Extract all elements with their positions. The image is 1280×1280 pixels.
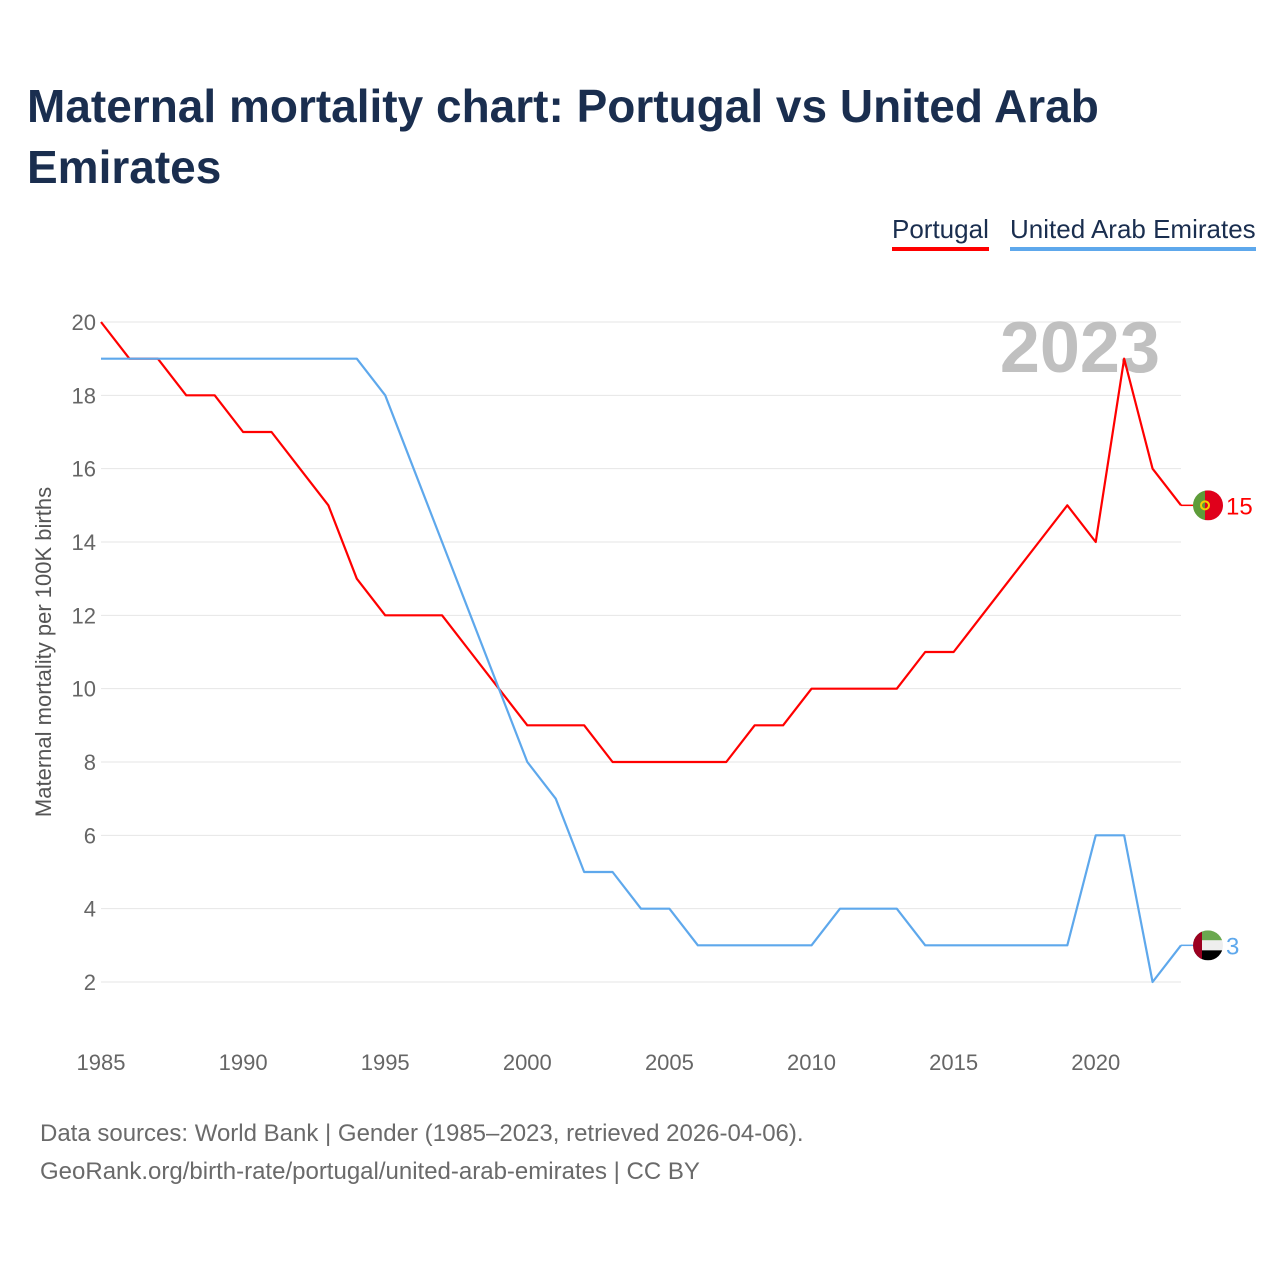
y-tick-label: 16: [72, 457, 96, 482]
y-tick-label: 10: [72, 677, 96, 702]
x-tick-label: 1990: [219, 1050, 268, 1075]
series-line-uae: [101, 357, 1182, 984]
flag-black: [1193, 950, 1223, 961]
chart-title: Maternal mortality chart: Portugal vs Un…: [27, 80, 1099, 193]
x-tick-label: 2000: [503, 1050, 552, 1075]
legend-uae[interactable]: United Arab Emirates: [1010, 214, 1256, 251]
series-line-portugal: [100, 321, 1182, 764]
year-watermark: 2023: [1000, 308, 1160, 388]
y-tick-label: 2: [84, 970, 96, 995]
flag-body: [1193, 490, 1223, 521]
flag-red: [1205, 490, 1223, 521]
y-tick-label: 8: [84, 750, 96, 775]
y-tick-label: 12: [72, 603, 96, 628]
x-tick-label: 1985: [77, 1050, 126, 1075]
y-tick-label: 4: [84, 897, 96, 922]
flag-white: [1193, 940, 1223, 951]
x-tick-label: 2015: [929, 1050, 978, 1075]
footer-link[interactable]: GeoRank.org/birth-rate/portugal/united-a…: [40, 1158, 700, 1185]
flag-body: [1193, 930, 1223, 961]
y-axis-label: Maternal mortality per 100K births: [31, 487, 56, 817]
y-tick-label: 20: [72, 310, 96, 335]
flag-emblem: [1200, 500, 1210, 511]
x-tick-label: 1995: [361, 1050, 410, 1075]
uae-flag-icon: [1193, 930, 1223, 961]
legend-portugal[interactable]: Portugal: [892, 214, 989, 251]
footer-source: Data sources: World Bank | Gender (1985–…: [40, 1120, 804, 1147]
portugal-flag-icon: [1193, 490, 1223, 521]
x-tick-label: 2010: [787, 1050, 836, 1075]
end-value-label: 15: [1226, 493, 1253, 520]
flag-red: [1193, 930, 1202, 961]
y-tick-label: 6: [84, 823, 96, 848]
flag-green: [1193, 490, 1205, 521]
flag-green: [1193, 930, 1223, 941]
y-tick-label: 18: [72, 383, 96, 408]
x-tick-label: 2020: [1071, 1050, 1120, 1075]
end-value-label: 3: [1226, 933, 1239, 960]
y-tick-label: 14: [72, 530, 96, 555]
x-tick-label: 2005: [645, 1050, 694, 1075]
